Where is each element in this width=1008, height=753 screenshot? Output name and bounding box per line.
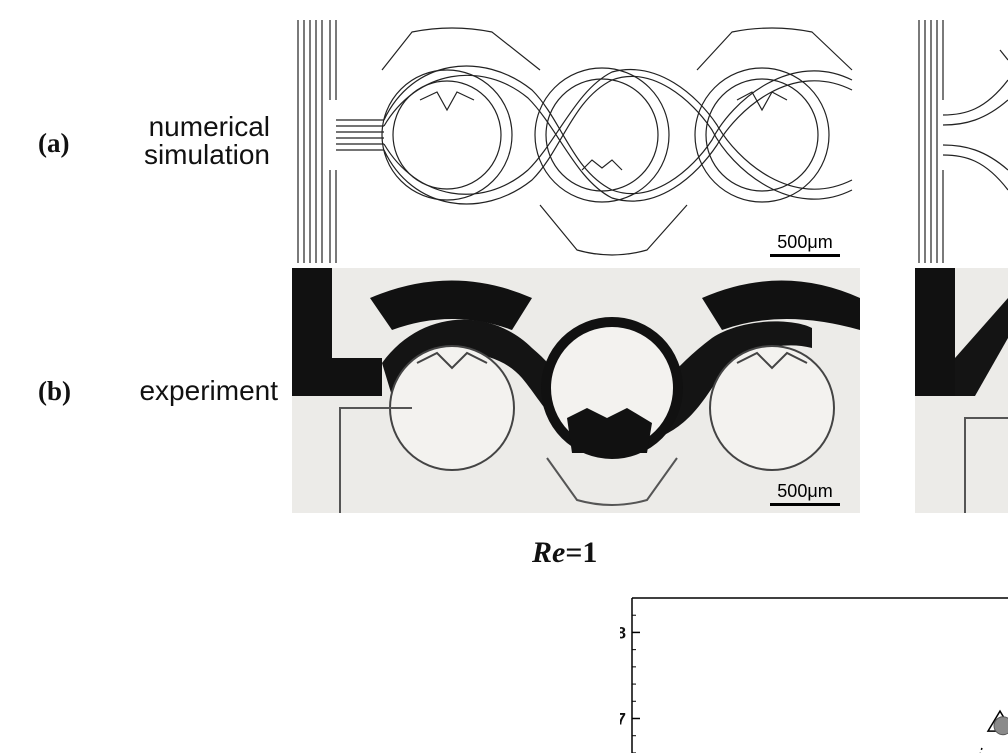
panel-experiment-right-cropped: [915, 268, 1008, 513]
panel-simulation-right-cropped: [915, 20, 1008, 263]
experiment-photo-graphic: [292, 268, 860, 513]
scale-bar-line-experiment: [770, 503, 840, 506]
scale-bar-experiment: 500μm: [770, 481, 840, 506]
row-a-description: numerical simulation: [110, 113, 270, 169]
row-a-desc-line-2: simulation: [143, 139, 270, 170]
reynolds-symbol: Re: [532, 536, 566, 569]
trend-line: [979, 747, 983, 753]
chart: 0.80.70.6: [620, 597, 1008, 753]
scale-bar-label: 500μm: [777, 232, 833, 252]
row-a-desc-line-1: numerical: [148, 111, 270, 142]
row-a-tag: (a): [38, 128, 70, 158]
experiment-right-graphic: [915, 268, 1008, 513]
circle-marker: [993, 716, 1008, 736]
y-tick-label-0: 0.8: [620, 623, 626, 642]
y-tick-label-1: 0.7: [620, 709, 626, 728]
scale-bar-label-experiment: 500μm: [777, 481, 833, 501]
row-b-description: experiment: [100, 377, 278, 405]
simulation-right-graphic: [918, 20, 1008, 263]
panel-simulation: 500μm: [292, 20, 860, 263]
reynolds-number-label: Re=1: [532, 536, 597, 570]
reynolds-value: =1: [565, 536, 598, 569]
scale-bar-simulation: 500μm: [770, 232, 840, 257]
panel-experiment: 500μm: [292, 268, 860, 513]
scale-bar-line: [770, 254, 840, 257]
simulation-streamlines-graphic: [297, 20, 853, 263]
row-b-desc-line-1: experiment: [139, 375, 278, 406]
row-b-tag: (b): [38, 376, 71, 406]
